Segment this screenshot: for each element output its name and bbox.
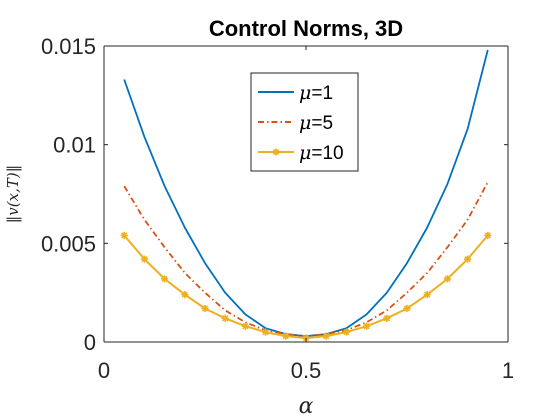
data-point: [423, 291, 431, 299]
legend-label: μ=10: [299, 142, 344, 164]
data-point: [241, 322, 249, 330]
data-point: [262, 328, 270, 336]
y-tick-label: 0.005: [41, 231, 96, 256]
data-point: [140, 255, 148, 263]
data-point: [443, 275, 451, 283]
y-tick-label: 0.01: [53, 133, 96, 158]
data-point: [403, 304, 411, 313]
data-point: [464, 255, 472, 263]
data-point: [201, 304, 209, 313]
ticks-layer: 0 0.5 1 0 0.005 0.01 0.015: [41, 34, 514, 383]
data-point: [161, 275, 169, 283]
chart-title: Control Norms, 3D: [209, 16, 403, 41]
data-point: [282, 332, 290, 340]
y-axis-label: ‖v(x,T)‖: [4, 165, 22, 223]
x-tick-label: 0: [98, 358, 110, 383]
x-tick-label: 1: [502, 358, 514, 383]
x-axis-label: α: [299, 394, 314, 419]
data-point: [342, 328, 350, 336]
x-tick-label: 0.5: [291, 358, 322, 383]
legend-marker: [272, 148, 280, 156]
data-point: [322, 332, 330, 340]
legend-box: [250, 72, 359, 172]
data-point: [120, 231, 128, 240]
legend-label: μ=1: [299, 82, 333, 104]
data-point: [221, 314, 229, 322]
y-tick-label: 0: [84, 330, 96, 355]
y-tick-label: 0.015: [41, 34, 96, 59]
legend: μ=1 μ=5 μ=10: [250, 72, 359, 172]
data-point: [383, 314, 391, 322]
data-point: [181, 291, 189, 299]
legend-entries: μ=1 μ=5 μ=10: [258, 82, 344, 164]
data-point: [363, 322, 371, 330]
data-point: [484, 231, 492, 240]
legend-label: μ=5: [299, 112, 333, 134]
